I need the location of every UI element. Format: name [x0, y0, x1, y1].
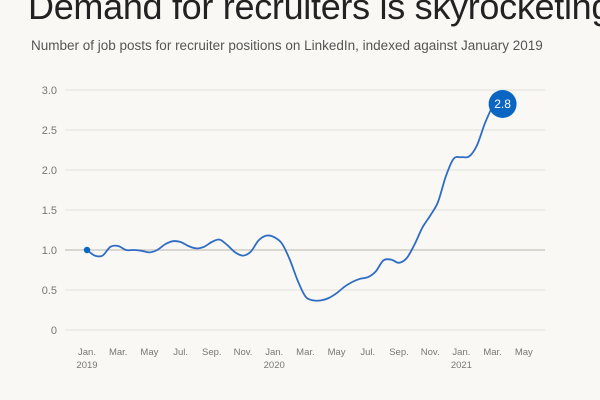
series-line — [86, 105, 494, 302]
x-tick-label: Jul. — [173, 347, 188, 358]
x-tick-label: Mar. — [483, 347, 501, 358]
y-tick-label: 0.5 — [42, 285, 57, 297]
x-tick-label: Jan. — [265, 347, 283, 358]
y-axis-ticks: 0 0.5 1.0 1.5 2.0 2.5 3.0 — [42, 85, 57, 337]
series-layer — [86, 105, 494, 302]
x-tick-label: Sep. — [389, 347, 409, 358]
x-tick-label: Jul. — [360, 347, 375, 358]
y-tick-label: 0 — [51, 325, 57, 337]
chart-subtitle: Number of job posts for recruiter positi… — [31, 38, 543, 53]
x-tick-label: May — [140, 347, 158, 358]
x-tick-label: Jan. — [78, 347, 96, 358]
gridlines — [65, 89, 545, 331]
x-tick-year-label: 2020 — [264, 360, 285, 371]
x-tick-label: Nov. — [234, 347, 253, 358]
x-tick-label: Nov. — [421, 347, 440, 358]
chart-title: Demand for recruiters is skyrocketing — [28, 0, 600, 27]
end-value-badge — [488, 90, 517, 118]
x-tick-label: Mar. — [109, 347, 127, 358]
markers: 2.8 — [83, 90, 517, 254]
y-tick-label: 2.0 — [42, 165, 57, 177]
y-tick-label: 2.5 — [42, 125, 57, 137]
start-point-marker — [83, 246, 91, 254]
y-tick-label: 1.5 — [42, 205, 57, 217]
x-tick-label: Jan. — [452, 347, 470, 358]
x-tick-label: May — [328, 347, 346, 358]
y-tick-label: 1.0 — [42, 245, 57, 257]
x-axis-ticks: Jan. 2019 Mar. May Jul. Sep. Nov. Jan. 2020 Mar. M… — [76, 347, 533, 371]
y-tick-label: 3.0 — [42, 85, 57, 97]
x-tick-label: Mar. — [296, 347, 314, 358]
x-tick-label: Sep. — [202, 347, 222, 358]
end-value-label: 2.8 — [494, 97, 511, 111]
x-tick-year-label: 2019 — [76, 360, 97, 371]
x-tick-label: May — [515, 347, 533, 358]
x-tick-year-label: 2021 — [451, 360, 472, 371]
